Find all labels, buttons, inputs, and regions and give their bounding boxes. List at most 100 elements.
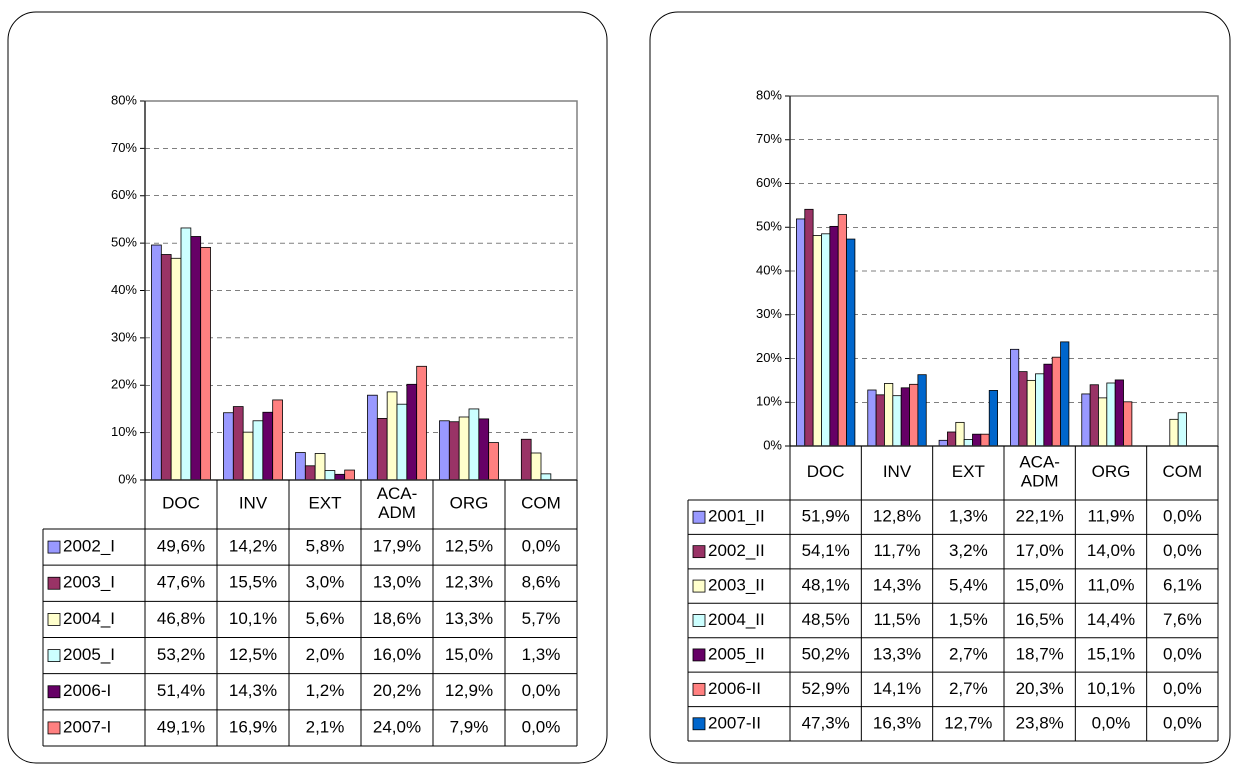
y-tick-label: 80% xyxy=(756,87,782,102)
table-value: 15,0% xyxy=(445,645,493,664)
bar xyxy=(1010,348,1020,447)
y-tick-label: 50% xyxy=(111,235,137,250)
legend-label: 2003_I xyxy=(63,573,115,592)
table-value: 13,3% xyxy=(445,609,493,628)
table-value: 48,5% xyxy=(802,610,850,629)
table-value: 10,1% xyxy=(1087,679,1135,698)
bar xyxy=(376,418,388,481)
bar xyxy=(190,236,202,481)
bar xyxy=(151,244,162,481)
table-value: 11,5% xyxy=(874,610,921,629)
table-value: 1,3% xyxy=(522,645,561,664)
table-value: 50,2% xyxy=(802,644,850,663)
y-tick-label: 10% xyxy=(756,394,782,409)
table-value: 11,7% xyxy=(874,541,921,560)
table-value: 47,3% xyxy=(802,713,850,732)
category-label-line: ORG xyxy=(1092,462,1131,481)
legend-label: 2003_II xyxy=(708,576,765,595)
bar xyxy=(252,420,264,481)
table-value: 3,0% xyxy=(306,573,345,592)
table-value: 18,6% xyxy=(373,609,421,628)
bar xyxy=(530,452,542,481)
table-value: 14,4% xyxy=(1087,610,1135,629)
chart-frame xyxy=(649,11,1231,764)
table-value: 22,1% xyxy=(1016,507,1064,526)
table-value: 16,0% xyxy=(373,645,421,664)
bar xyxy=(160,254,172,481)
bar xyxy=(314,453,326,481)
table-value: 7,9% xyxy=(450,717,489,736)
legend-swatch xyxy=(692,648,706,662)
legend-label: 2002_II xyxy=(708,541,765,560)
bar xyxy=(200,246,211,481)
bar xyxy=(1060,341,1070,447)
y-tick-label: 50% xyxy=(756,219,782,234)
category-label-line: ACA- xyxy=(377,484,418,503)
bar xyxy=(955,421,965,447)
table-value: 2,0% xyxy=(306,645,345,664)
bar xyxy=(796,218,806,447)
legend-swatch xyxy=(692,717,706,731)
table-value: 12,5% xyxy=(445,537,493,556)
table-value: 0,0% xyxy=(1163,679,1202,698)
bar xyxy=(947,431,957,447)
table-value: 53,2% xyxy=(157,645,205,664)
bar xyxy=(406,383,418,481)
bar xyxy=(180,227,192,481)
table-value: 13,3% xyxy=(873,644,921,663)
bar xyxy=(1114,379,1124,447)
legend-swatch xyxy=(692,545,706,559)
table-value: 17,9% xyxy=(373,537,421,556)
bar xyxy=(1106,382,1116,447)
bar xyxy=(875,394,885,447)
table-value: 20,3% xyxy=(1016,679,1064,698)
bar xyxy=(232,406,244,481)
legend-swatch xyxy=(47,540,61,554)
table-value: 16,9% xyxy=(229,717,277,736)
bar xyxy=(396,403,408,481)
legend-swatch xyxy=(47,685,61,699)
bar xyxy=(223,412,234,481)
category-label-line: EXT xyxy=(308,494,341,513)
bar xyxy=(938,439,948,447)
table-value: 14,2% xyxy=(229,537,277,556)
table-value: 23,8% xyxy=(1016,713,1064,732)
legend-swatch xyxy=(692,510,706,524)
table-value: 0,0% xyxy=(1092,713,1131,732)
table-value: 11,9% xyxy=(1088,507,1135,526)
category-label: DOC xyxy=(162,494,200,513)
table-value: 1,5% xyxy=(949,610,988,629)
table-value: 7,6% xyxy=(1163,610,1202,629)
table-value: 13,0% xyxy=(373,573,421,592)
category-label: ACA-ADM xyxy=(1019,453,1060,491)
bar xyxy=(540,473,552,481)
category-label-line: COM xyxy=(1162,462,1202,481)
table-value: 49,6% xyxy=(157,537,205,556)
table-value: 48,1% xyxy=(802,576,850,595)
bar xyxy=(1018,371,1028,447)
category-label-line: ACA- xyxy=(1019,453,1060,472)
bar xyxy=(1169,418,1179,447)
bar xyxy=(884,383,894,447)
bar xyxy=(468,408,480,481)
table-value: 15,5% xyxy=(229,573,277,592)
table-value: 12,7% xyxy=(944,713,992,732)
bar xyxy=(304,465,316,481)
bar xyxy=(909,383,919,447)
bar xyxy=(334,473,346,481)
table-value: 24,0% xyxy=(373,717,421,736)
table-value: 0,0% xyxy=(522,537,561,556)
table-value: 0,0% xyxy=(1163,507,1202,526)
table-value: 0,0% xyxy=(1163,644,1202,663)
table-value: 14,1% xyxy=(873,679,921,698)
category-label: ORG xyxy=(1092,462,1131,481)
category-label: ORG xyxy=(450,494,489,513)
table-value: 20,2% xyxy=(373,681,421,700)
table-value: 12,8% xyxy=(873,507,921,526)
y-tick-label: 40% xyxy=(756,262,782,277)
table-value: 14,3% xyxy=(873,576,921,595)
legend-label: 2005_II xyxy=(708,644,765,663)
y-tick-label: 60% xyxy=(756,175,782,190)
legend-label: 2002_I xyxy=(63,537,115,556)
